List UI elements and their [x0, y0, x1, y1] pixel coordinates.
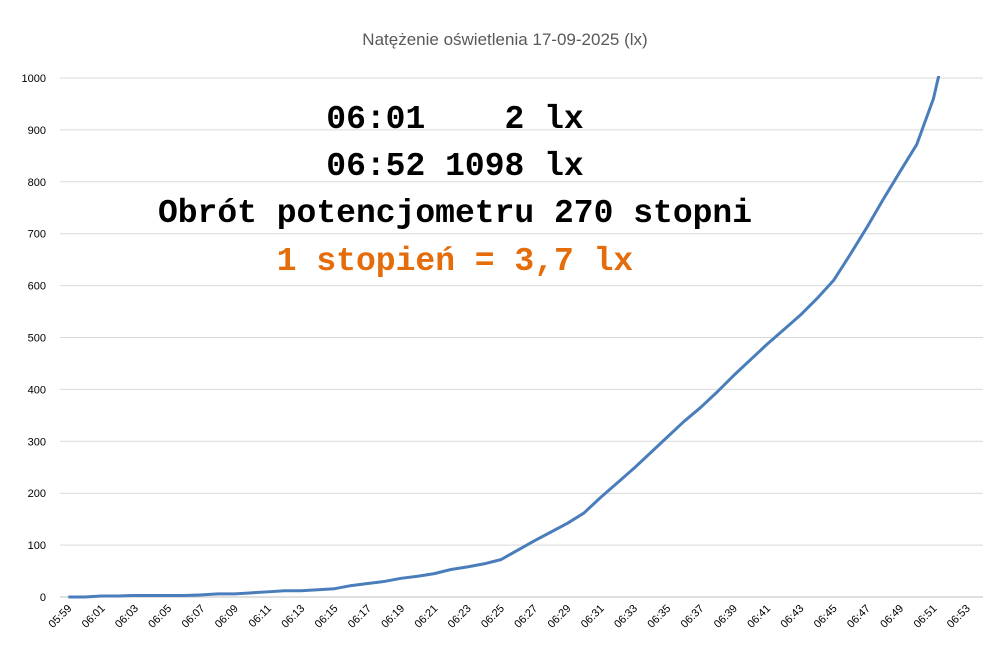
- y-tick-label: 100: [28, 540, 46, 552]
- chart-title: Natężenie oświetlenia 17-09-2025 (lx): [362, 30, 647, 49]
- x-tick-label: 06:01: [80, 603, 108, 631]
- x-tick-label: 06:03: [113, 603, 141, 631]
- y-tick-label: 600: [28, 281, 46, 293]
- x-tick-label: 06:47: [845, 603, 873, 631]
- x-tick-label: 06:17: [346, 603, 374, 631]
- x-tick-label: 06:53: [945, 603, 973, 631]
- annotation: 06:52 1098 lx: [326, 148, 583, 185]
- x-tick-label: 06:11: [247, 603, 274, 630]
- x-tick-label: 06:33: [612, 603, 640, 631]
- y-tick-label: 400: [28, 384, 46, 396]
- y-tick-label: 0: [40, 592, 46, 604]
- annotation: 06:01 2 lx: [326, 101, 583, 138]
- x-tick-label: 06:37: [679, 603, 707, 631]
- x-tick-label: 06:51: [912, 603, 940, 631]
- x-tick-label: 06:09: [213, 603, 241, 631]
- x-tick-label: 06:13: [279, 603, 307, 631]
- x-tick-label: 06:31: [579, 603, 607, 631]
- x-tick-label: 06:39: [712, 603, 740, 631]
- y-tick-label: 900: [28, 125, 46, 137]
- y-tick-label: 700: [28, 229, 46, 241]
- y-tick-label: 1000: [22, 73, 46, 85]
- annotation: 1 stopień = 3,7 lx: [277, 243, 633, 280]
- x-tick-label: 06:25: [479, 603, 507, 631]
- x-tick-label: 06:45: [812, 603, 840, 631]
- plot-area: [68, 76, 941, 599]
- x-tick-label: 05:59: [46, 603, 74, 631]
- y-tick-label: 200: [28, 488, 46, 500]
- y-tick-label: 500: [28, 333, 46, 345]
- x-tick-label: 06:07: [180, 603, 208, 631]
- y-tick-label: 300: [28, 436, 46, 448]
- x-tick-label: 06:35: [645, 603, 673, 631]
- x-tick-label: 06:49: [878, 603, 906, 631]
- x-tick-label: 06:19: [379, 603, 407, 631]
- annotation: Obrót potencjometru 270 stopni: [158, 195, 752, 232]
- y-tick-label: 800: [28, 177, 46, 189]
- x-tick-label: 06:29: [546, 603, 574, 631]
- line: [68, 76, 941, 599]
- x-tick-label: 06:15: [313, 603, 341, 631]
- x-tick-label: 06:27: [512, 603, 540, 631]
- x-tick-label: 06:21: [412, 603, 440, 631]
- x-tick-label: 06:23: [446, 603, 474, 631]
- x-tick-label: 06:43: [778, 603, 806, 631]
- x-tick-label: 06:41: [745, 603, 773, 631]
- x-tick-label: 06:05: [146, 603, 174, 631]
